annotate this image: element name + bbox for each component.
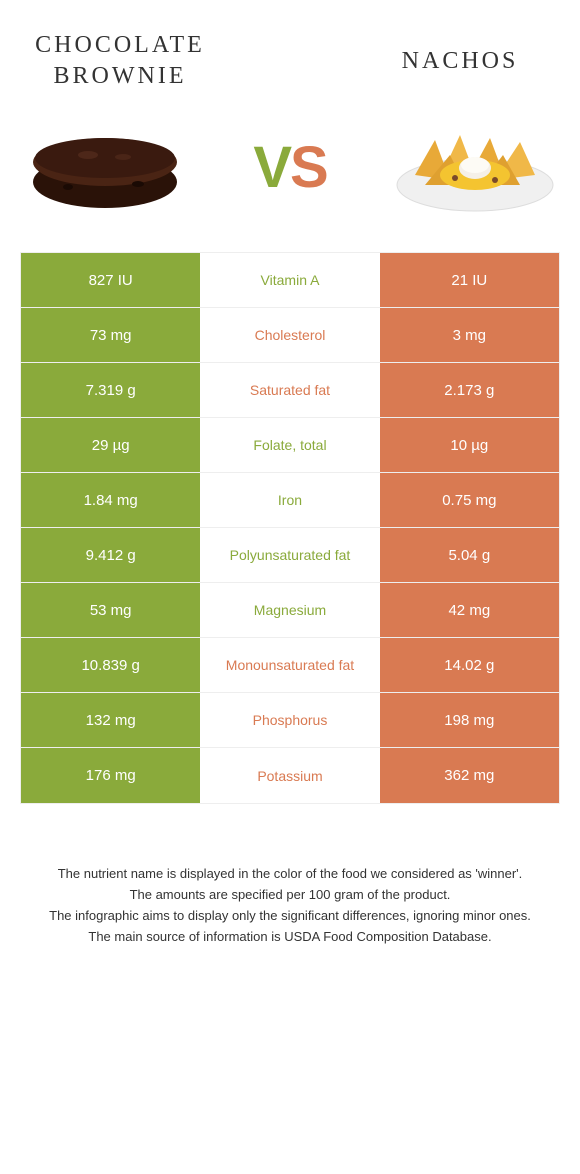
nutrient-label: Polyunsaturated fat xyxy=(200,528,379,582)
nutrient-right-value: 42 mg xyxy=(380,583,559,637)
nutrient-label: Folate, total xyxy=(200,418,379,472)
nutrient-row: 10.839 gMonounsaturated fat14.02 g xyxy=(21,638,559,693)
nutrient-right-value: 2.173 g xyxy=(380,363,559,417)
food-left-title: CHOCOLATE BROWNIE xyxy=(20,30,220,92)
nutrient-left-value: 29 µg xyxy=(21,418,200,472)
vs-row: VS xyxy=(20,117,560,217)
nutrient-row: 7.319 gSaturated fat2.173 g xyxy=(21,363,559,418)
footer-line-3: The infographic aims to display only the… xyxy=(35,906,545,927)
nutrient-right-value: 198 mg xyxy=(380,693,559,747)
nutrient-row: 53 mgMagnesium42 mg xyxy=(21,583,559,638)
nutrient-right-value: 14.02 g xyxy=(380,638,559,692)
nutrient-left-value: 10.839 g xyxy=(21,638,200,692)
nutrient-left-value: 176 mg xyxy=(21,748,200,803)
vs-v-letter: V xyxy=(253,135,290,200)
nutrient-row: 1.84 mgIron0.75 mg xyxy=(21,473,559,528)
vs-label: VS xyxy=(253,134,326,201)
header: CHOCOLATE BROWNIE NACHOS xyxy=(20,30,560,92)
nutrient-left-value: 827 IU xyxy=(21,253,200,307)
nutrient-label: Potassium xyxy=(200,748,379,803)
nutrient-right-value: 5.04 g xyxy=(380,528,559,582)
nutrient-right-value: 10 µg xyxy=(380,418,559,472)
nutrient-label: Cholesterol xyxy=(200,308,379,362)
nutrient-label: Vitamin A xyxy=(200,253,379,307)
nutrient-label: Saturated fat xyxy=(200,363,379,417)
brownie-image xyxy=(25,117,185,217)
vs-s-letter: S xyxy=(290,135,327,200)
nutrient-label: Monounsaturated fat xyxy=(200,638,379,692)
nutrient-left-value: 7.319 g xyxy=(21,363,200,417)
footer-notes: The nutrient name is displayed in the co… xyxy=(20,864,560,947)
nutrient-right-value: 3 mg xyxy=(380,308,559,362)
nutrient-table: 827 IUVitamin A21 IU73 mgCholesterol3 mg… xyxy=(20,252,560,804)
nutrient-label: Iron xyxy=(200,473,379,527)
nutrient-label: Magnesium xyxy=(200,583,379,637)
footer-line-2: The amounts are specified per 100 gram o… xyxy=(35,885,545,906)
nutrient-row: 827 IUVitamin A21 IU xyxy=(21,253,559,308)
nutrient-left-value: 53 mg xyxy=(21,583,200,637)
nutrient-label: Phosphorus xyxy=(200,693,379,747)
nutrient-left-value: 73 mg xyxy=(21,308,200,362)
nutrient-left-value: 9.412 g xyxy=(21,528,200,582)
food-right-title: NACHOS xyxy=(360,30,560,92)
footer-line-1: The nutrient name is displayed in the co… xyxy=(35,864,545,885)
nutrient-left-value: 132 mg xyxy=(21,693,200,747)
nutrient-right-value: 362 mg xyxy=(380,748,559,803)
nutrient-row: 132 mgPhosphorus198 mg xyxy=(21,693,559,748)
nutrient-row: 29 µgFolate, total10 µg xyxy=(21,418,559,473)
nutrient-left-value: 1.84 mg xyxy=(21,473,200,527)
nutrient-row: 176 mgPotassium362 mg xyxy=(21,748,559,803)
nutrient-row: 9.412 gPolyunsaturated fat5.04 g xyxy=(21,528,559,583)
nachos-image xyxy=(395,117,555,217)
nutrient-row: 73 mgCholesterol3 mg xyxy=(21,308,559,363)
footer-line-4: The main source of information is USDA F… xyxy=(35,927,545,948)
nutrient-right-value: 21 IU xyxy=(380,253,559,307)
nutrient-right-value: 0.75 mg xyxy=(380,473,559,527)
